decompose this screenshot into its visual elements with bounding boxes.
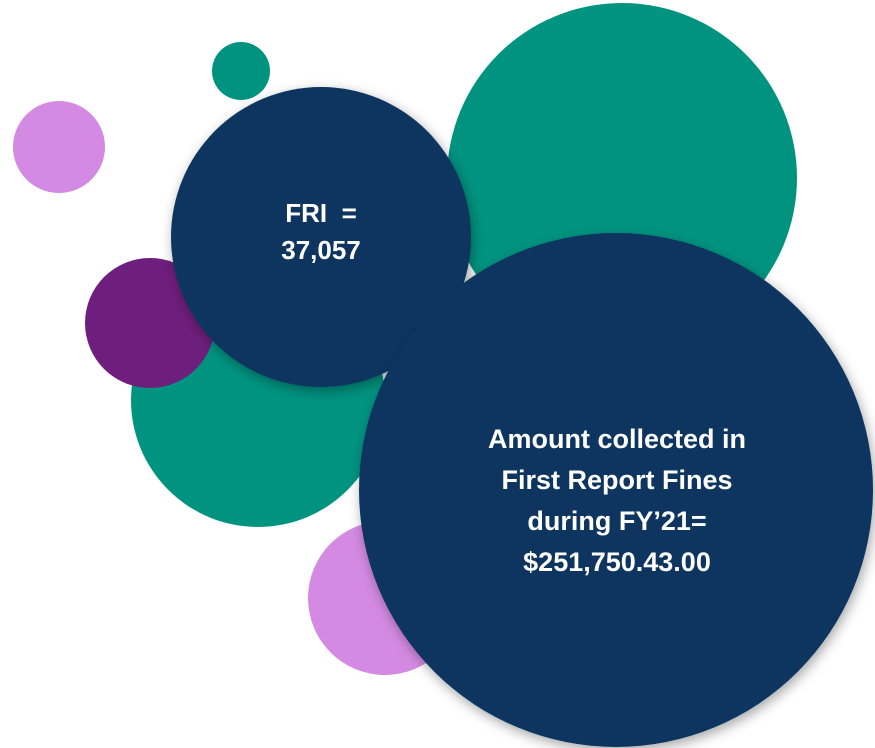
circle-lilac-left [13,101,105,193]
circle-teal-small [212,42,270,100]
circle-navy-fri [171,87,471,387]
bubble-text-line: First Report Fines [501,465,732,495]
bubble-text-line: $251,750.43.00 [523,547,711,577]
amount-text: Amount collected in First Report Fines dur… [488,424,746,577]
circle-navy-amount [359,233,873,747]
bubble-text-line: FRI = [285,198,357,228]
bubble-text-line: during FY’21= [527,506,706,536]
bubble-text-line: 37,057 [281,235,361,265]
fri-text: FRI = 37,057 [281,198,361,265]
bubble-text-line: Amount collected in [488,424,746,454]
